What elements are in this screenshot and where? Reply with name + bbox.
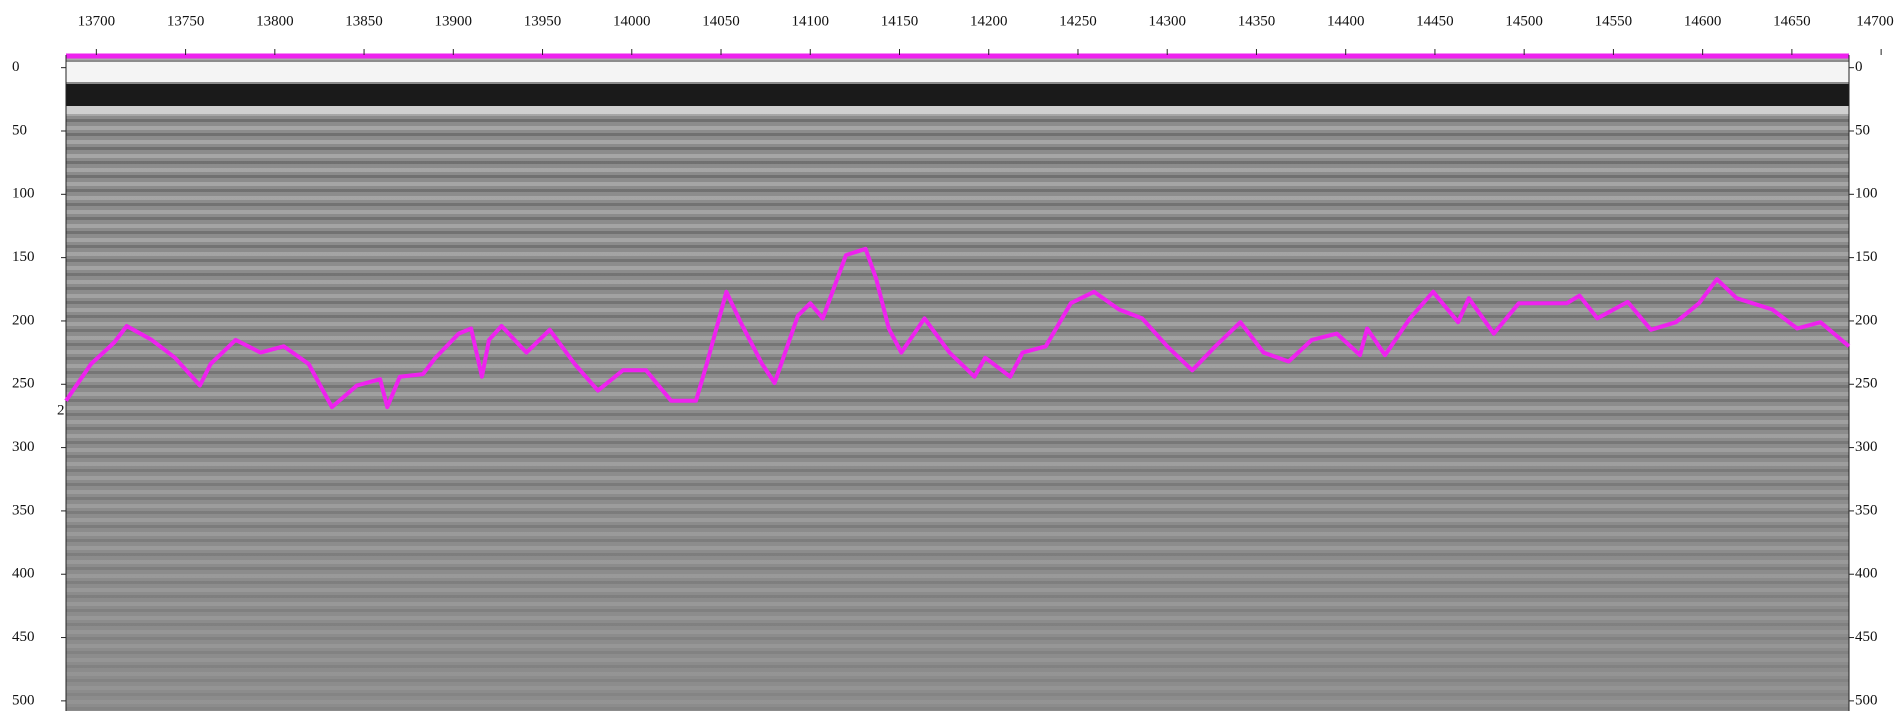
y-tick-label-right: 200	[1855, 312, 1878, 328]
y-tick-label-right: 250	[1855, 376, 1878, 392]
y-tick-label-right: 300	[1855, 439, 1878, 455]
y-tick-label-left: 150	[12, 249, 35, 265]
y-tick-label-left: 450	[12, 629, 35, 645]
y-tick-label-left: 500	[12, 692, 35, 708]
y-tick-label-left: 50	[12, 122, 27, 138]
y-tick-label-right: 150	[1855, 249, 1878, 265]
x-tick-label: 13850	[345, 13, 383, 29]
x-tick-label: 13700	[78, 13, 116, 29]
y-tick-label-left: 200	[12, 312, 35, 328]
y-tick-label-right: 100	[1855, 186, 1878, 202]
x-tick-label: 14350	[1238, 13, 1276, 29]
x-tick-label: 13800	[256, 13, 294, 29]
y-tick-label-right: 450	[1855, 629, 1878, 645]
y-tick-label-right: 50	[1855, 122, 1870, 138]
marker-label: 2	[57, 402, 65, 418]
surface-band-dark	[66, 84, 1849, 106]
x-tick-label: 14000	[613, 13, 651, 29]
surface-band-light-2	[66, 106, 1849, 114]
x-tick-label: 14200	[970, 13, 1008, 29]
x-tick-label: 14600	[1684, 13, 1722, 29]
x-tick-label: 14100	[792, 13, 830, 29]
x-tick-label: 13750	[167, 13, 205, 29]
y-tick-label-right: 500	[1855, 692, 1878, 708]
x-tick-label: 14650	[1773, 13, 1811, 29]
x-tick-label: 14250	[1059, 13, 1097, 29]
x-tick-label: 14450	[1416, 13, 1454, 29]
x-tick-label: 13950	[524, 13, 562, 29]
y-tick-label-left: 300	[12, 439, 35, 455]
y-tick-label-right: 400	[1855, 566, 1878, 582]
x-tick-label: 14550	[1595, 13, 1633, 29]
y-tick-label-right: 350	[1855, 502, 1878, 518]
y-tick-label-left: 100	[12, 186, 35, 202]
x-tick-label: 14150	[881, 13, 919, 29]
y-tick-label-left: 350	[12, 502, 35, 518]
y-tick-label-left: 400	[12, 566, 35, 582]
x-tick-label: 13900	[435, 13, 473, 29]
x-tick-label: 14300	[1148, 13, 1186, 29]
horizon-pick-line	[64, 246, 1851, 410]
radargram-image	[65, 53, 1850, 711]
y-tick-label-left: 0	[12, 59, 20, 75]
y-tick-label-left: 250	[12, 376, 35, 392]
x-tick-label: 14500	[1505, 13, 1543, 29]
y-tick-label-right: 0	[1855, 59, 1863, 75]
radargram-fade	[66, 55, 1849, 711]
surface-band-light	[66, 62, 1849, 82]
x-tick-label: 14700	[1856, 13, 1894, 29]
x-tick-label: 14400	[1327, 13, 1365, 29]
x-tick-label: 14050	[702, 13, 740, 29]
